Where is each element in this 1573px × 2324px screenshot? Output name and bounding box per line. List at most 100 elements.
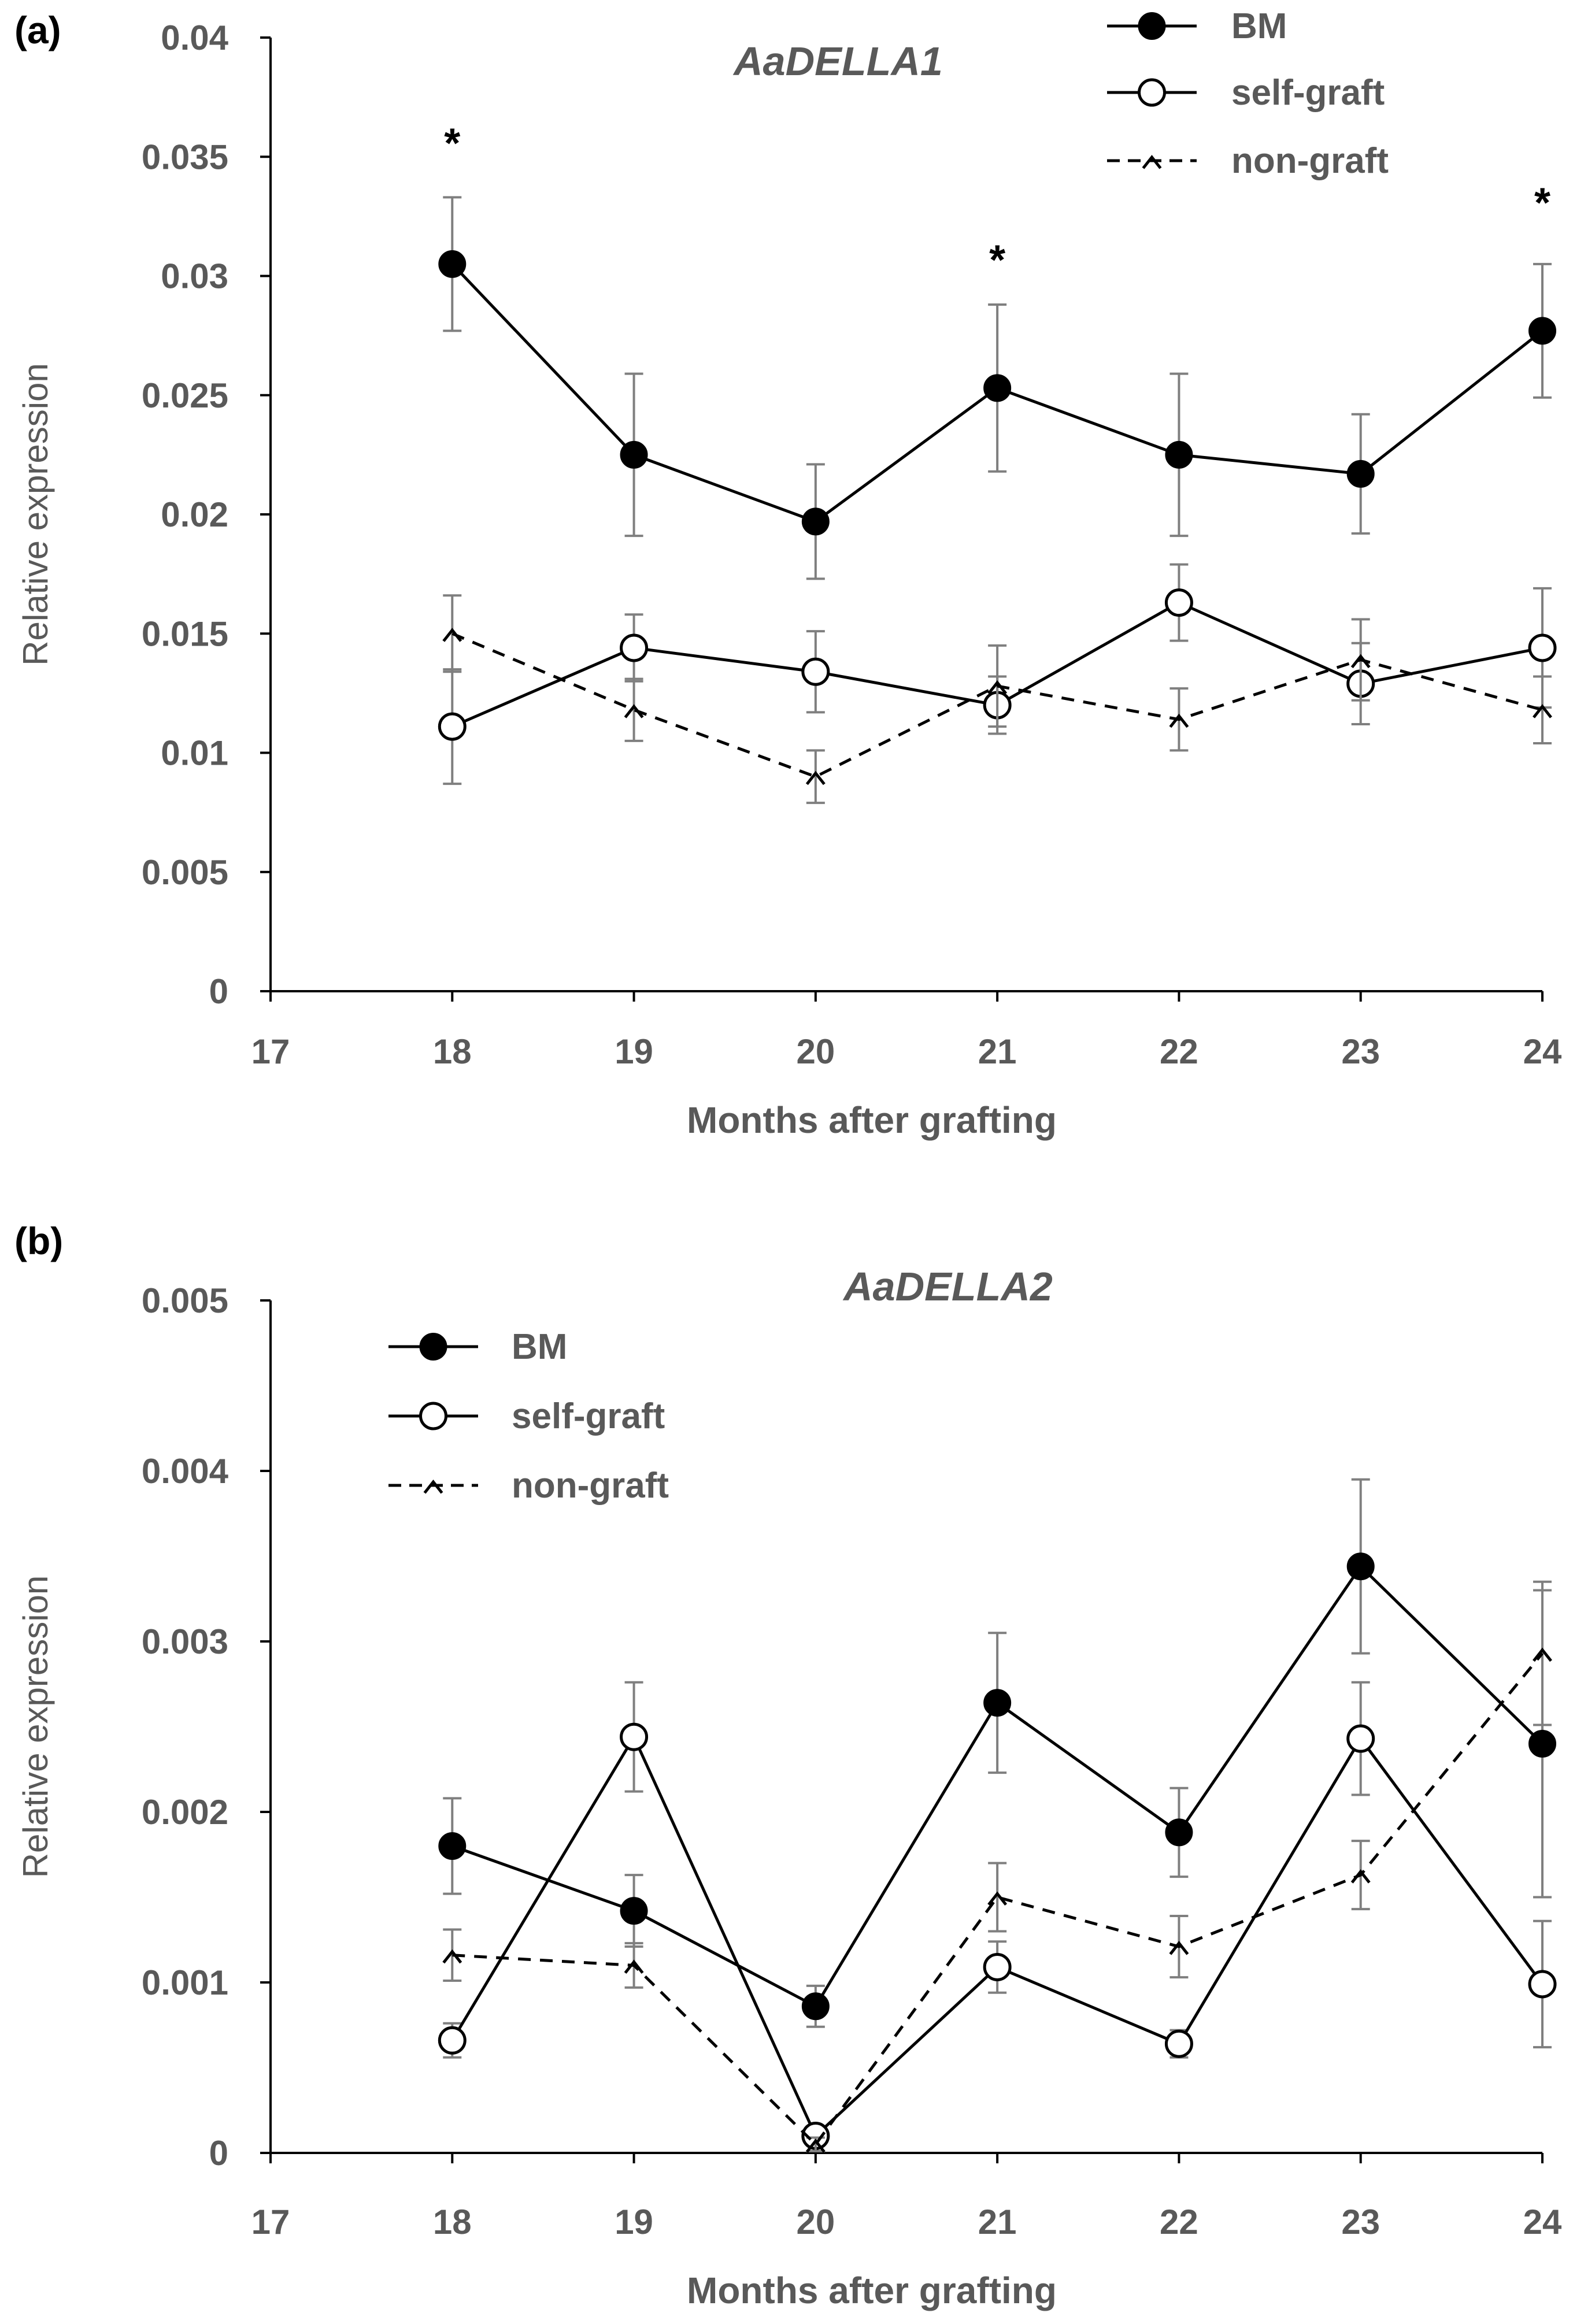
data-point	[987, 1891, 1008, 1906]
data-point	[983, 1689, 1012, 1717]
y-tick-label: 0.002	[142, 1793, 228, 1832]
y-tick-label: 0.02	[161, 495, 228, 534]
data-point	[438, 712, 467, 741]
x-tick-label: 19	[615, 2203, 653, 2241]
x-tick-label: 17	[251, 2203, 290, 2241]
series-bm	[438, 196, 1556, 580]
data-point	[1528, 1970, 1557, 1999]
data-point	[801, 657, 830, 686]
y-tick-label: 0.025	[142, 376, 228, 415]
data-point	[1165, 440, 1193, 469]
data-point	[1169, 1941, 1189, 1955]
data-point	[1533, 1647, 1552, 1662]
chart-title: AaDELLA1	[732, 39, 943, 84]
data-point	[983, 1952, 1012, 1981]
x-tick-label: 23	[1341, 2203, 1380, 2241]
y-tick-label: 0.005	[142, 1281, 228, 1320]
x-tick-label: 22	[1160, 2203, 1198, 2241]
data-point	[801, 507, 830, 536]
legend-label: BM	[1231, 6, 1287, 46]
legend-marker	[1138, 78, 1166, 107]
x-tick-label: 17	[251, 1032, 290, 1071]
series-line	[452, 1652, 1544, 2147]
data-point	[624, 1959, 644, 1974]
series-non-graft	[442, 594, 1552, 805]
y-tick-label: 0.004	[142, 1452, 229, 1491]
data-point	[1528, 1730, 1556, 1758]
legend-label: BM	[512, 1327, 567, 1367]
data-point	[438, 1832, 467, 1860]
data-point	[624, 704, 644, 718]
chart-aadella2: (b) AaDELLA2 0 0.001 0.002 0.003 0.004 0.005 17 1…	[14, 1220, 1562, 2311]
data-point	[1350, 654, 1371, 669]
y-tick-label: 0.01	[161, 734, 228, 773]
data-point	[1169, 713, 1189, 728]
data-point	[1346, 459, 1375, 488]
data-point	[442, 1949, 462, 1964]
significance-star: *	[1534, 180, 1550, 227]
chart-aadella1: (a) AaDELLA1 0 0.005 0.01 0.015 0.02 0.025 0.03 0…	[14, 6, 1562, 1141]
data-point	[442, 628, 462, 642]
x-tick-label: 24	[1523, 2203, 1562, 2241]
legend-label: self-graft	[1231, 73, 1385, 113]
legend-marker	[419, 1402, 447, 1430]
y-tick-label: 0.015	[142, 614, 228, 653]
legend-marker	[1138, 12, 1166, 40]
y-axis-label: Relative expression	[16, 363, 55, 666]
y-tick-label: 0.001	[142, 1963, 228, 2002]
legend-marker	[423, 1479, 443, 1494]
legend-marker	[419, 1333, 447, 1361]
y-axis-label: Relative expression	[16, 1576, 55, 1878]
x-tick-label: 24	[1523, 1032, 1562, 1071]
data-point	[801, 1992, 830, 2021]
y-tick-label: 0.003	[142, 1622, 228, 1661]
y-tick-label: 0.03	[161, 257, 228, 296]
y-tick-label: 0.04	[161, 18, 228, 57]
y-tick-label: 0	[209, 2134, 228, 2173]
data-point	[620, 1897, 648, 1925]
legend-label: self-graft	[512, 1396, 665, 1436]
series-non-graft	[442, 1580, 1552, 2153]
data-point	[438, 250, 467, 278]
x-tick-label: 22	[1160, 1032, 1198, 1071]
legend-label: non-graft	[1231, 141, 1389, 181]
data-point	[1164, 2029, 1193, 2058]
x-axis-label: Months after grafting	[687, 1099, 1057, 1141]
x-tick-label: 21	[978, 1032, 1017, 1071]
data-point	[1350, 1869, 1371, 1884]
panel-label: (a)	[14, 9, 61, 51]
x-axis-label: Months after grafting	[687, 2270, 1057, 2311]
series-self-graft	[438, 1681, 1557, 2150]
series-bm	[438, 1478, 1556, 2028]
data-point	[620, 1722, 649, 1751]
data-point	[1346, 1724, 1375, 1753]
y-tick-label: 0.005	[142, 853, 228, 892]
data-point	[1528, 317, 1556, 345]
data-point	[987, 680, 1008, 695]
legend-label: non-graft	[512, 1466, 669, 1506]
data-point	[983, 374, 1012, 402]
panel-label: (b)	[14, 1220, 63, 1262]
data-point	[1164, 588, 1193, 617]
significance-star: *	[444, 120, 460, 166]
data-point	[805, 2138, 826, 2153]
significance-star: *	[989, 238, 1005, 284]
data-point	[620, 633, 649, 662]
data-point	[438, 2026, 467, 2055]
y-tick-label: 0.035	[142, 138, 228, 176]
legend-marker	[1142, 154, 1162, 169]
data-point	[1533, 704, 1552, 718]
y-tick-label: 0	[209, 972, 228, 1011]
chart-title: AaDELLA2	[842, 1264, 1053, 1309]
data-point	[620, 440, 648, 469]
data-point	[805, 770, 826, 785]
legend: BM self-graft non-graft	[1107, 6, 1389, 181]
x-tick-label: 20	[796, 2203, 835, 2241]
legend: BM self-graft non-graft	[388, 1327, 669, 1506]
x-tick-label: 21	[978, 2203, 1017, 2241]
data-point	[1528, 633, 1557, 662]
data-point	[1165, 1818, 1193, 1847]
x-tick-label: 18	[433, 1032, 472, 1071]
